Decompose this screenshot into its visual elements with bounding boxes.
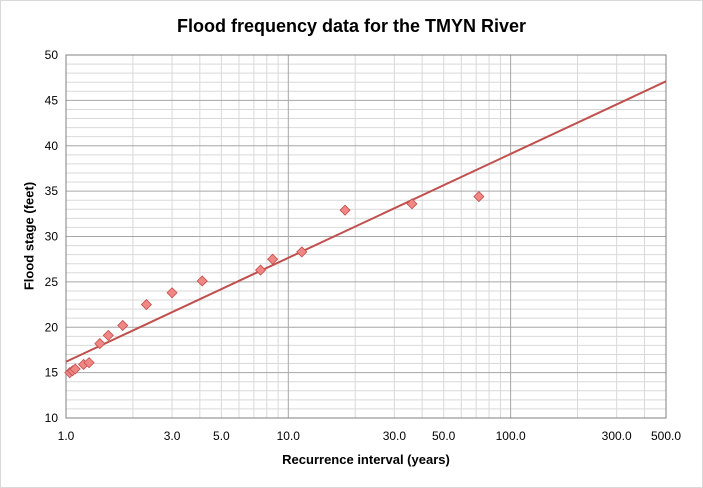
trendline	[65, 80, 667, 363]
y-tick-label: 30	[45, 230, 59, 244]
plot-border	[65, 54, 667, 419]
y-tick-label: 50	[45, 48, 59, 62]
chart-title: Flood frequency data for the TMYN River	[176, 16, 527, 36]
data-point	[94, 338, 106, 350]
y-tick-label: 45	[45, 93, 59, 107]
x-tick-label: 100.0	[496, 429, 526, 443]
x-axis-ticks: 1.0 3.0 5.0 10.0 30.0 50.0 100.0 300.0 500.0	[58, 429, 682, 443]
data-point	[140, 298, 152, 311]
data-point	[296, 246, 308, 258]
data-point	[473, 191, 485, 203]
data-point	[254, 264, 267, 276]
data-point	[267, 253, 279, 265]
y-tick-label: 35	[45, 184, 59, 198]
data-point	[102, 329, 114, 341]
x-tick-label: 1.0	[58, 429, 75, 443]
x-tick-label: 10.0	[277, 429, 301, 443]
x-tick-label: 5.0	[213, 429, 230, 443]
x-tick-label: 3.0	[164, 429, 181, 443]
data-point	[339, 204, 351, 216]
x-tick-label: 500.0	[651, 429, 681, 443]
x-tick-label: 300.0	[602, 429, 632, 443]
data-point	[117, 319, 129, 332]
y-tick-label: 10	[45, 411, 59, 425]
y-tick-label: 40	[45, 139, 59, 153]
data-point	[406, 198, 418, 210]
y-tick-label: 15	[45, 366, 59, 380]
y-axis-ticks: 10 15 20 25 30 35 40 45 50	[45, 48, 59, 425]
y-axis-label: Flood stage (feet)	[21, 181, 37, 291]
y-tick-label: 25	[45, 275, 59, 289]
trendline-group	[65, 80, 667, 363]
x-axis-label: Recurrence interval (years)	[282, 452, 450, 467]
major-gridlines	[66, 55, 666, 418]
data-point	[166, 287, 178, 299]
x-tick-label: 50.0	[432, 429, 456, 443]
data-point	[196, 275, 208, 287]
data-points	[64, 191, 485, 379]
x-tick-label: 30.0	[383, 429, 407, 443]
data-point	[83, 357, 95, 369]
data-point	[69, 363, 81, 375]
y-tick-label: 20	[45, 320, 59, 334]
